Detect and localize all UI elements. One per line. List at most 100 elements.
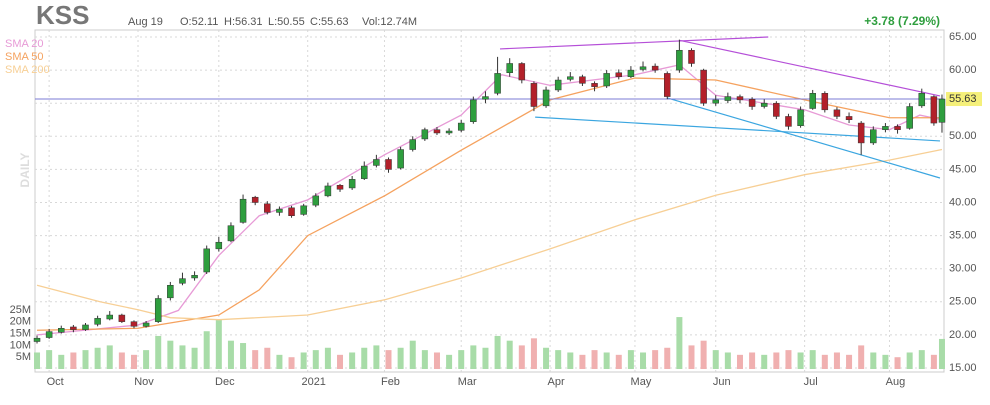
x-tick-label: Jul [804, 376, 818, 388]
candle-body [554, 79, 562, 91]
volume-bar [312, 350, 319, 369]
candle-body [603, 73, 610, 87]
volume-bar [167, 340, 174, 369]
volume-bar [688, 345, 695, 369]
candle-body [639, 66, 647, 70]
sma-line [37, 77, 942, 331]
candle-body [821, 93, 829, 111]
candle-body [482, 96, 489, 100]
volume-bar [179, 345, 186, 369]
candle-body [918, 93, 926, 107]
candle-body [833, 109, 841, 117]
candle-body [167, 285, 174, 299]
candle-body [712, 99, 719, 104]
volume-bar [349, 352, 356, 369]
candle-body [82, 324, 89, 330]
candle-body [579, 76, 586, 84]
candle-body [324, 185, 332, 197]
candle-body [33, 337, 41, 342]
volume-bar [94, 347, 101, 369]
volume-bar [470, 345, 477, 369]
volume-bar [264, 347, 271, 369]
x-tick-label: Mar [458, 376, 477, 388]
volume-bar [603, 352, 610, 369]
volume-bar [446, 354, 453, 369]
volume-tick-label: 5M [16, 351, 31, 363]
candle-body [445, 130, 453, 134]
volume-bar [118, 352, 125, 369]
candle-body [930, 96, 938, 124]
candle-body [470, 99, 477, 122]
volume-bar [494, 335, 501, 369]
candle-body [809, 93, 816, 109]
candle-body [58, 328, 65, 333]
volume-bar [712, 350, 719, 369]
candle-body [409, 139, 416, 150]
volume-bar [203, 331, 210, 369]
candle-body [300, 205, 307, 215]
candle-body [264, 203, 271, 213]
volume-bar [918, 350, 925, 369]
sma-line [36, 148, 943, 321]
volume-bar [106, 345, 113, 369]
y-tick-label: 15.00 [949, 362, 977, 374]
volume-bar [809, 350, 816, 369]
last-price-box [946, 92, 982, 107]
volume-bar [300, 352, 307, 369]
x-tick-label: Feb [381, 376, 400, 388]
volume-bar [252, 350, 259, 369]
plot-frame [34, 29, 945, 373]
volume-bar [58, 354, 65, 369]
volume-bar [155, 335, 162, 369]
x-tick-label: Apr [548, 376, 565, 388]
volume-bar [518, 345, 525, 369]
candle-body [506, 63, 513, 73]
candle-body [312, 195, 320, 206]
volume-bar [579, 354, 586, 369]
candle-body [773, 102, 780, 117]
volume-bar [530, 338, 537, 369]
volume-bar [591, 350, 598, 369]
y-tick-label: 50.00 [949, 130, 977, 142]
volume-bar [70, 352, 77, 369]
candle-body [760, 102, 768, 107]
candle-body [457, 122, 465, 131]
volume-bar [215, 319, 222, 369]
volume-bar [858, 345, 865, 369]
volume-bar [761, 354, 768, 369]
volume-bar [324, 347, 331, 369]
volume-bar [143, 350, 150, 369]
trendline [499, 36, 769, 50]
candle-body [397, 149, 404, 169]
high: H:56.31 [224, 16, 263, 28]
candle-body [724, 96, 732, 101]
volume-bar [409, 340, 416, 369]
last-price-label: 55.63 [949, 93, 977, 105]
y-tick-label: 60.00 [949, 64, 977, 76]
volume-bar [337, 354, 344, 369]
volume-bar [627, 350, 634, 369]
candle-body [542, 89, 550, 107]
candle-body [179, 278, 186, 284]
candle-body [191, 275, 198, 279]
volume-bar [385, 350, 392, 369]
x-tick-label: Nov [134, 376, 154, 388]
candle-body [567, 76, 574, 80]
candle-body [239, 198, 247, 223]
volume-bar [130, 354, 137, 369]
volume-bar [227, 340, 234, 369]
volume-bar [506, 340, 513, 369]
candle-body [530, 83, 538, 107]
close: C:55.63 [310, 16, 349, 28]
volume-bar [46, 350, 53, 369]
change: +3.78 (7.29%) [864, 14, 940, 28]
candle-body [70, 326, 77, 330]
volume-bar [276, 354, 283, 369]
y-tick-label: 20.00 [949, 329, 977, 341]
volume-bar [870, 352, 877, 369]
y-tick-label: 65.00 [949, 31, 977, 43]
candle-body [676, 49, 683, 71]
candle-body [251, 196, 259, 203]
x-tick-label: 2021 [301, 376, 325, 388]
volume: Vol:12.74M [362, 16, 417, 28]
